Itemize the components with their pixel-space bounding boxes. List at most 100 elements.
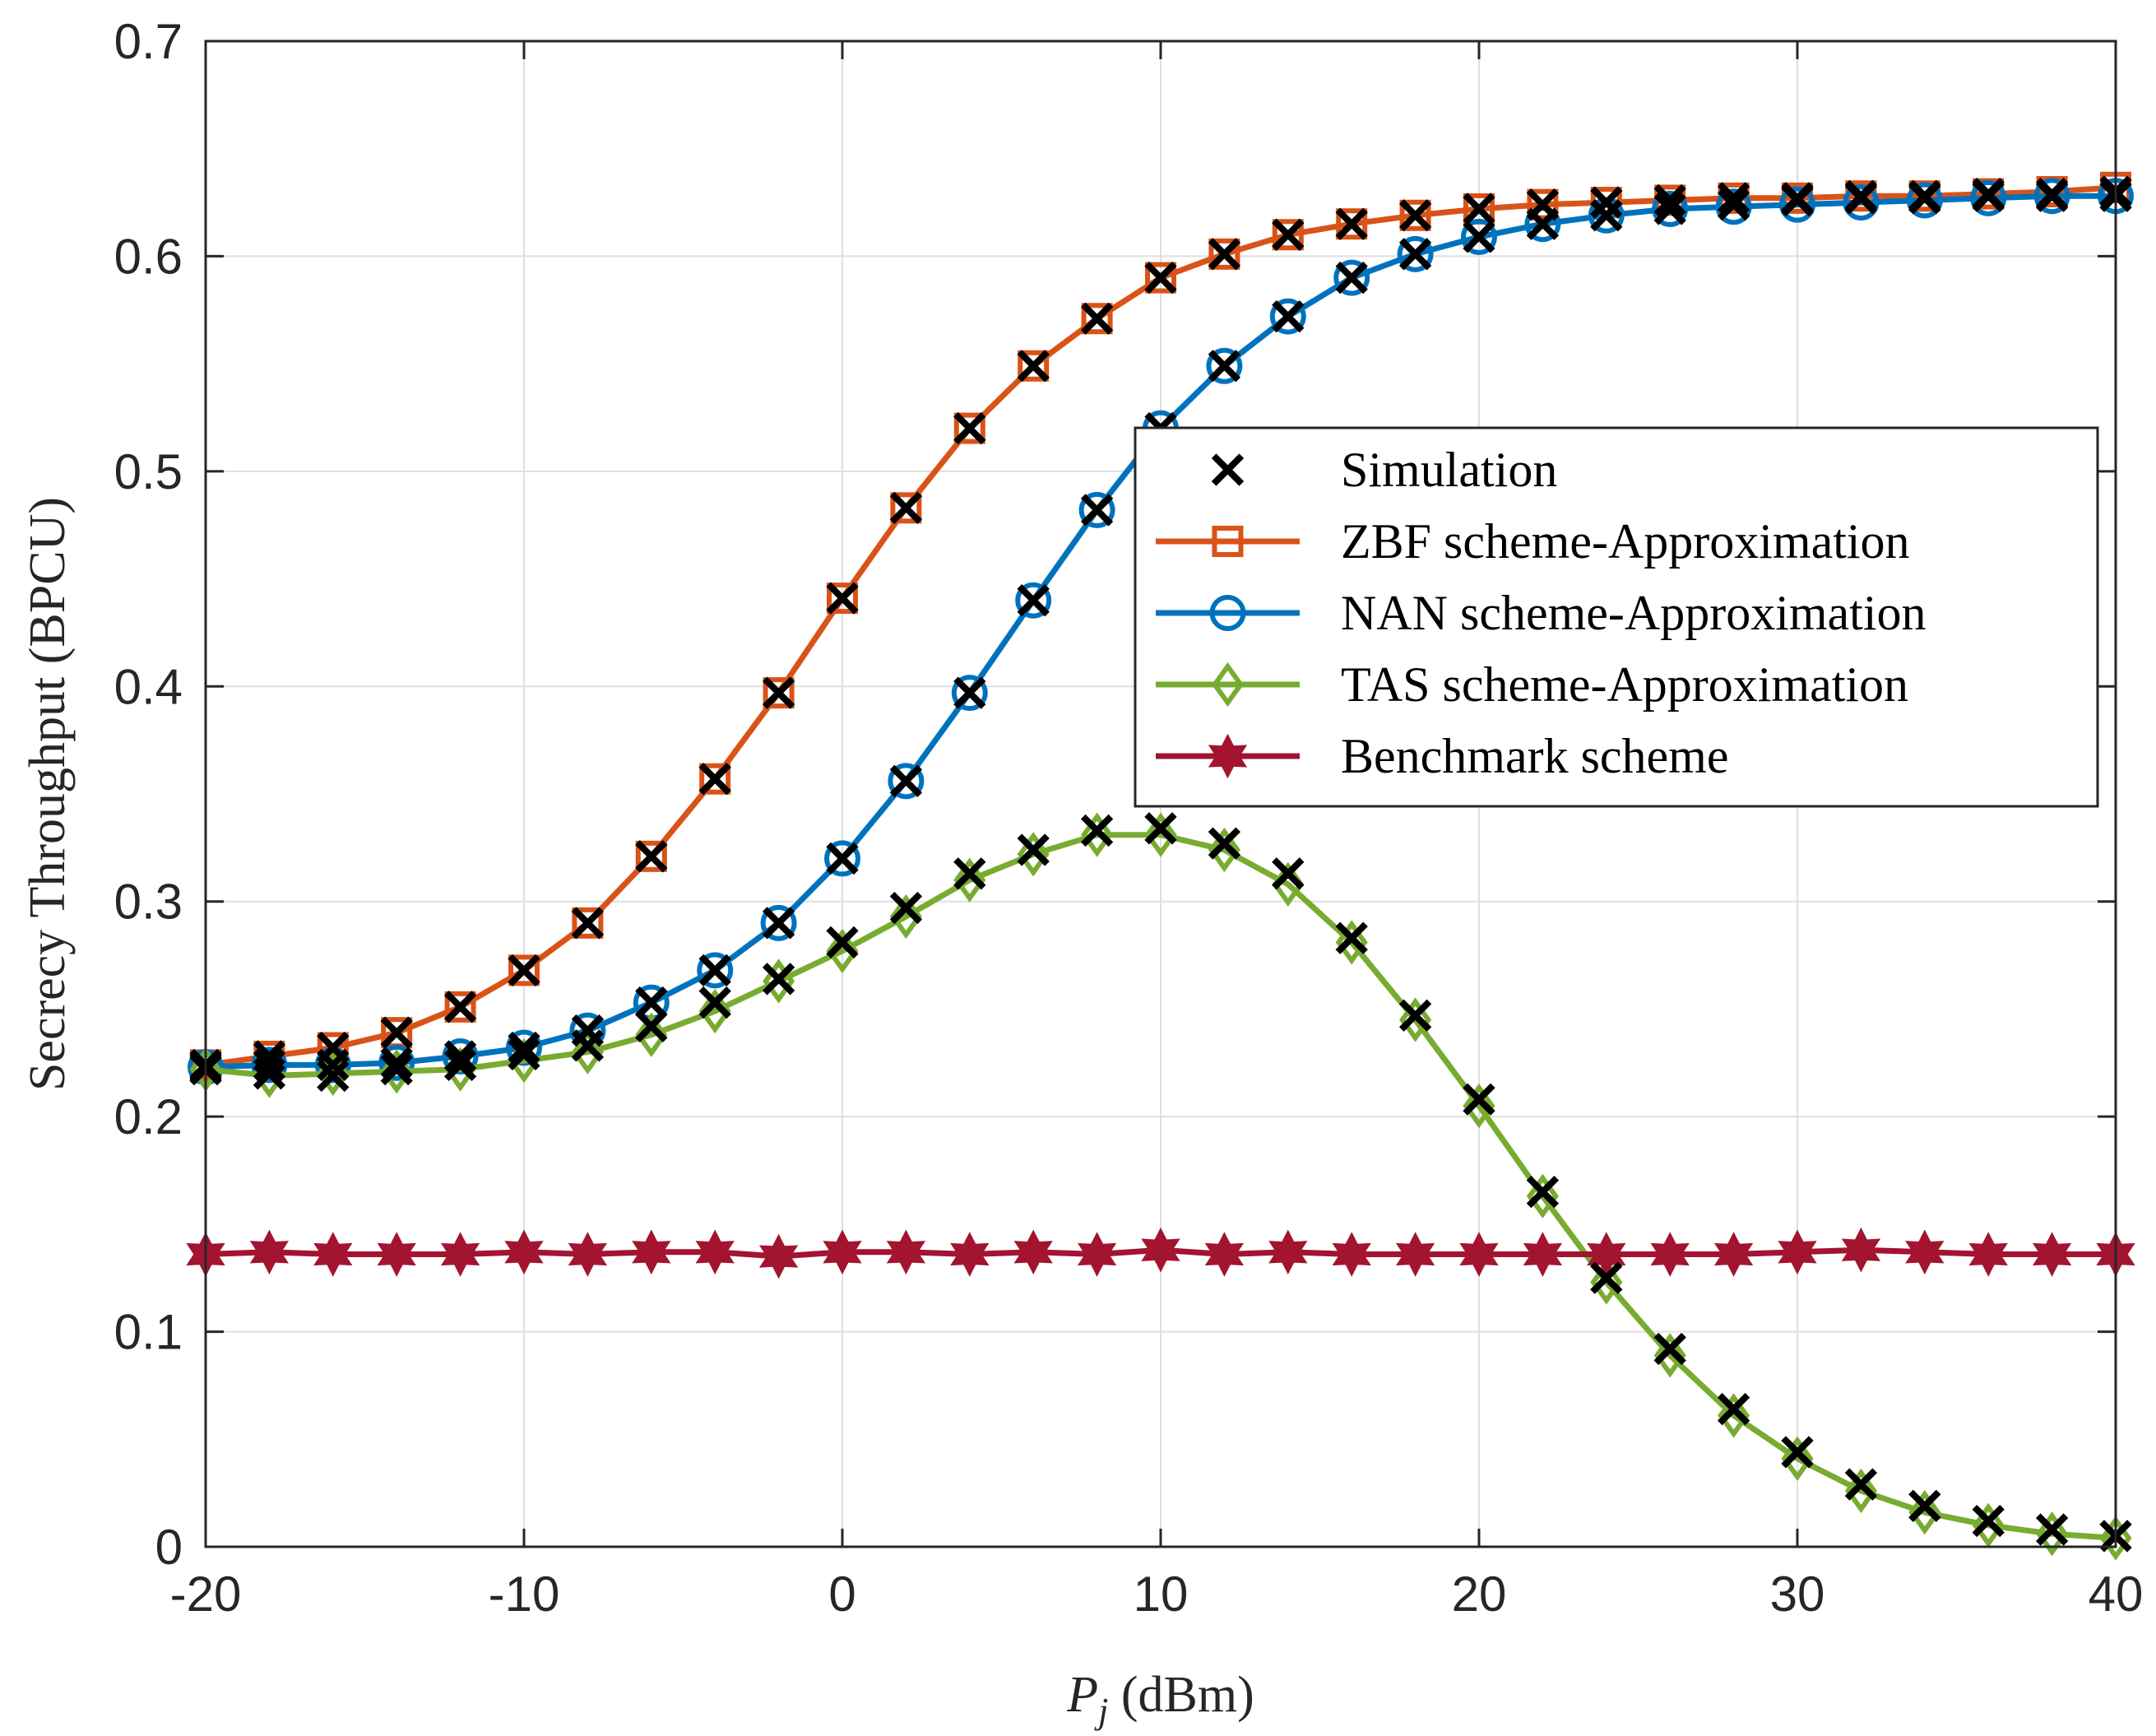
x-tick-label: -20 xyxy=(170,1567,242,1622)
data-point-tas-scheme-approximation xyxy=(826,928,859,973)
data-point-nan-scheme-approximation xyxy=(1397,235,1434,272)
data-point-benchmark-scheme xyxy=(950,1232,990,1277)
data-point-nan-scheme-approximation xyxy=(1333,259,1370,296)
data-point-tas-scheme-approximation xyxy=(2036,1511,2069,1557)
data-point-benchmark-scheme xyxy=(1141,1227,1180,1273)
data-point-simulation xyxy=(1080,494,1114,527)
data-point-simulation xyxy=(1398,238,1432,271)
legend-label-simulation: Simulation xyxy=(1341,443,1557,497)
data-point-tas-scheme-approximation xyxy=(1590,1260,1623,1305)
data-point-simulation xyxy=(1144,261,1177,295)
data-point-benchmark-scheme xyxy=(1013,1229,1053,1275)
data-point-simulation xyxy=(1398,199,1432,232)
data-point-simulation xyxy=(508,1037,540,1070)
data-point-simulation xyxy=(253,1048,286,1082)
data-point-nan-scheme-approximation xyxy=(1970,179,2007,216)
legend-marker-tas-scheme-approximation xyxy=(1211,661,1245,708)
data-point-simulation xyxy=(826,582,859,615)
data-point-simulation xyxy=(698,986,731,1019)
data-point-tas-scheme-approximation xyxy=(1972,1502,2005,1548)
legend-item-benchmark-scheme: Benchmark scheme xyxy=(1156,729,1728,783)
series-simulation xyxy=(189,175,2132,1553)
data-point-simulation xyxy=(1908,182,1941,215)
y-tick-label: 0.7 xyxy=(114,14,183,69)
data-point-simulation xyxy=(1463,1083,1495,1116)
data-point-nan-scheme-approximation xyxy=(1843,184,1880,221)
data-point-simulation xyxy=(1272,299,1305,333)
data-point-tas-scheme-approximation xyxy=(635,1012,668,1057)
data-point-tas-scheme-approximation xyxy=(889,894,922,940)
data-point-benchmark-scheme xyxy=(377,1232,416,1277)
x-axis-label: Pj (dBm) xyxy=(1066,1667,1254,1731)
data-point-simulation xyxy=(1080,302,1114,335)
data-point-zbf-scheme-approximation xyxy=(1018,350,1050,382)
data-point-nan-scheme-approximation xyxy=(888,763,925,800)
data-point-benchmark-scheme xyxy=(440,1232,480,1277)
grid xyxy=(206,41,2116,1547)
data-point-zbf-scheme-approximation xyxy=(508,954,540,986)
data-point-simulation xyxy=(1017,833,1050,866)
data-point-benchmark-scheme xyxy=(886,1229,926,1275)
data-point-benchmark-scheme xyxy=(568,1232,608,1277)
data-point-tas-scheme-approximation xyxy=(1718,1393,1750,1438)
data-point-simulation xyxy=(1463,220,1495,253)
data-point-simulation xyxy=(1908,1489,1941,1522)
data-point-simulation xyxy=(443,991,477,1023)
data-point-nan-scheme-approximation xyxy=(760,904,797,941)
data-point-simulation xyxy=(2035,179,2069,212)
data-point-simulation xyxy=(762,963,795,996)
data-point-tas-scheme-approximation xyxy=(1335,920,1368,965)
legend-item-simulation: Simulation xyxy=(1211,443,1557,497)
data-point-simulation xyxy=(1717,188,1750,221)
data-point-benchmark-scheme xyxy=(1968,1232,2008,1277)
legend-label-nan-scheme-approximation: NAN scheme-Approximation xyxy=(1341,586,1926,640)
data-point-zbf-scheme-approximation xyxy=(1527,188,1559,220)
data-point-nan-scheme-approximation xyxy=(1652,190,1689,227)
data-point-simulation xyxy=(1590,1261,1623,1294)
data-point-benchmark-scheme xyxy=(504,1229,544,1275)
x-tick-label: 40 xyxy=(2089,1567,2144,1622)
data-point-simulation xyxy=(1781,1436,1814,1469)
y-tick-label: 0.4 xyxy=(114,659,183,714)
data-point-zbf-scheme-approximation xyxy=(635,840,667,872)
legend-marker-benchmark-scheme xyxy=(1208,733,1248,779)
data-point-simulation xyxy=(1590,199,1623,232)
data-point-simulation xyxy=(698,954,731,987)
data-point-zbf-scheme-approximation xyxy=(572,907,604,939)
legend-marker-zbf-scheme-approximation xyxy=(1212,526,1244,557)
data-point-simulation xyxy=(443,1040,477,1073)
data-point-simulation xyxy=(1781,183,1814,217)
data-point-benchmark-scheme xyxy=(1523,1232,1563,1277)
data-point-simulation xyxy=(635,986,668,1019)
data-point-tas-scheme-approximation xyxy=(1081,812,1114,857)
data-point-nan-scheme-approximation xyxy=(1906,182,1943,219)
series-group xyxy=(186,171,2135,1561)
data-point-simulation xyxy=(953,857,986,890)
data-point-simulation xyxy=(1335,921,1368,954)
data-point-zbf-scheme-approximation xyxy=(1208,238,1240,270)
data-point-zbf-scheme-approximation xyxy=(763,677,795,709)
data-point-simulation xyxy=(380,1052,413,1086)
y-tick-label: 0.6 xyxy=(114,229,183,284)
data-point-simulation xyxy=(1526,1175,1560,1209)
data-point-simulation xyxy=(1463,193,1495,225)
data-point-nan-scheme-approximation xyxy=(1779,186,1815,223)
data-point-benchmark-scheme xyxy=(313,1232,353,1277)
x-axis-label-var: P xyxy=(1066,1667,1098,1723)
x-tick-label: -10 xyxy=(489,1567,560,1622)
data-point-simulation xyxy=(826,842,859,875)
data-point-simulation xyxy=(889,764,923,797)
data-point-benchmark-scheme xyxy=(2032,1232,2072,1277)
data-point-tas-scheme-approximation xyxy=(1463,1083,1495,1129)
data-point-tas-scheme-approximation xyxy=(1908,1490,1941,1535)
data-point-nan-scheme-approximation xyxy=(1715,188,1752,225)
data-point-simulation xyxy=(1080,814,1114,847)
data-point-simulation xyxy=(635,1010,668,1042)
data-point-simulation xyxy=(317,1059,350,1093)
data-point-tas-scheme-approximation xyxy=(763,959,795,1004)
data-point-simulation xyxy=(889,891,923,925)
data-point-simulation xyxy=(635,840,668,873)
data-point-zbf-scheme-approximation xyxy=(1272,219,1304,251)
data-point-nan-scheme-approximation xyxy=(1269,298,1306,335)
data-point-simulation xyxy=(508,1031,540,1065)
